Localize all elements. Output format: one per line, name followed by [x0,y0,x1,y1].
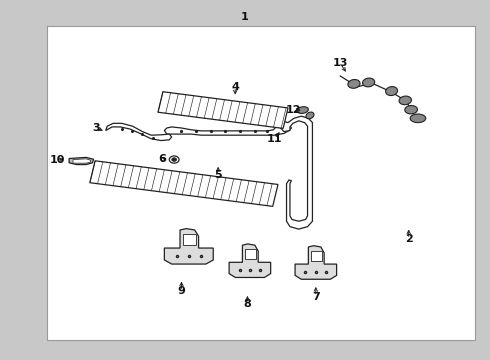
Text: 12: 12 [286,105,302,115]
Polygon shape [295,246,337,279]
Polygon shape [164,229,213,264]
Text: 1: 1 [241,12,249,22]
Polygon shape [106,123,172,140]
Polygon shape [297,107,308,113]
Text: 10: 10 [49,155,65,165]
Text: 13: 13 [333,58,348,68]
Text: 2: 2 [405,234,413,244]
Text: 11: 11 [267,134,282,144]
Circle shape [172,158,176,161]
Circle shape [169,156,179,163]
Text: 8: 8 [244,299,251,309]
Text: 5: 5 [214,170,222,180]
Polygon shape [245,249,256,259]
Text: 4: 4 [231,82,239,92]
Polygon shape [405,105,417,114]
Polygon shape [90,161,278,206]
Polygon shape [311,251,321,261]
Polygon shape [164,122,292,135]
Text: 9: 9 [177,286,185,296]
Text: 7: 7 [312,292,319,302]
Polygon shape [363,78,375,87]
Polygon shape [410,114,426,123]
Polygon shape [399,96,412,105]
Polygon shape [69,157,94,165]
Polygon shape [348,80,360,88]
Polygon shape [229,244,270,278]
Polygon shape [277,116,313,229]
Bar [47,26,475,339]
Polygon shape [386,87,397,95]
Text: 3: 3 [92,123,100,133]
Polygon shape [306,112,314,119]
Text: 6: 6 [158,154,166,164]
Polygon shape [158,92,288,129]
Polygon shape [183,234,196,245]
Polygon shape [73,159,91,163]
